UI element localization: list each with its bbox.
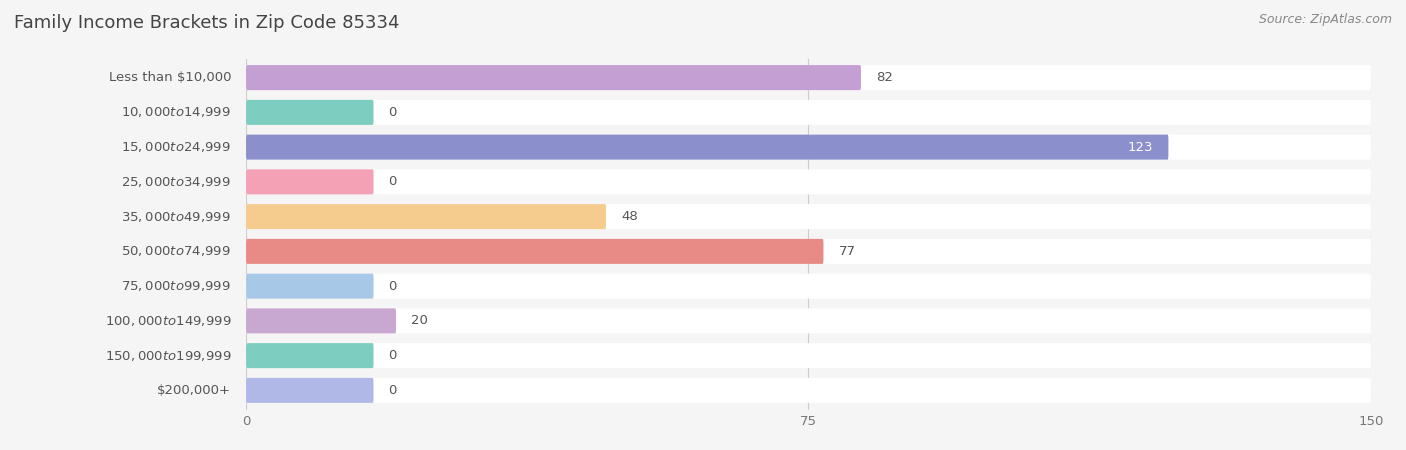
FancyBboxPatch shape bbox=[246, 378, 1371, 403]
Text: 0: 0 bbox=[388, 349, 396, 362]
FancyBboxPatch shape bbox=[246, 308, 1371, 333]
Text: 82: 82 bbox=[876, 71, 893, 84]
FancyBboxPatch shape bbox=[246, 239, 824, 264]
Text: $50,000 to $74,999: $50,000 to $74,999 bbox=[121, 244, 231, 258]
Text: Less than $10,000: Less than $10,000 bbox=[108, 71, 231, 84]
FancyBboxPatch shape bbox=[246, 65, 860, 90]
FancyBboxPatch shape bbox=[246, 274, 374, 299]
Text: $200,000+: $200,000+ bbox=[157, 384, 231, 397]
Text: $150,000 to $199,999: $150,000 to $199,999 bbox=[104, 349, 231, 363]
FancyBboxPatch shape bbox=[246, 100, 1371, 125]
FancyBboxPatch shape bbox=[246, 169, 374, 194]
Text: $25,000 to $34,999: $25,000 to $34,999 bbox=[121, 175, 231, 189]
FancyBboxPatch shape bbox=[246, 135, 1168, 160]
FancyBboxPatch shape bbox=[246, 135, 1371, 160]
FancyBboxPatch shape bbox=[246, 308, 396, 333]
FancyBboxPatch shape bbox=[246, 204, 1371, 229]
FancyBboxPatch shape bbox=[246, 343, 374, 368]
FancyBboxPatch shape bbox=[246, 65, 1371, 90]
Text: $10,000 to $14,999: $10,000 to $14,999 bbox=[121, 105, 231, 119]
Text: 20: 20 bbox=[411, 315, 427, 328]
Text: 0: 0 bbox=[388, 106, 396, 119]
FancyBboxPatch shape bbox=[246, 378, 374, 403]
Text: Family Income Brackets in Zip Code 85334: Family Income Brackets in Zip Code 85334 bbox=[14, 14, 399, 32]
FancyBboxPatch shape bbox=[246, 100, 374, 125]
Text: $100,000 to $149,999: $100,000 to $149,999 bbox=[104, 314, 231, 328]
Text: $75,000 to $99,999: $75,000 to $99,999 bbox=[121, 279, 231, 293]
Text: 0: 0 bbox=[388, 279, 396, 292]
Text: $35,000 to $49,999: $35,000 to $49,999 bbox=[121, 210, 231, 224]
Text: 0: 0 bbox=[388, 176, 396, 189]
Text: 123: 123 bbox=[1128, 140, 1153, 153]
Text: Source: ZipAtlas.com: Source: ZipAtlas.com bbox=[1258, 14, 1392, 27]
Text: $15,000 to $24,999: $15,000 to $24,999 bbox=[121, 140, 231, 154]
FancyBboxPatch shape bbox=[246, 169, 1371, 194]
Text: 0: 0 bbox=[388, 384, 396, 397]
FancyBboxPatch shape bbox=[246, 343, 1371, 368]
Text: 77: 77 bbox=[838, 245, 855, 258]
Text: 48: 48 bbox=[621, 210, 638, 223]
FancyBboxPatch shape bbox=[246, 239, 1371, 264]
FancyBboxPatch shape bbox=[246, 274, 1371, 299]
FancyBboxPatch shape bbox=[246, 204, 606, 229]
